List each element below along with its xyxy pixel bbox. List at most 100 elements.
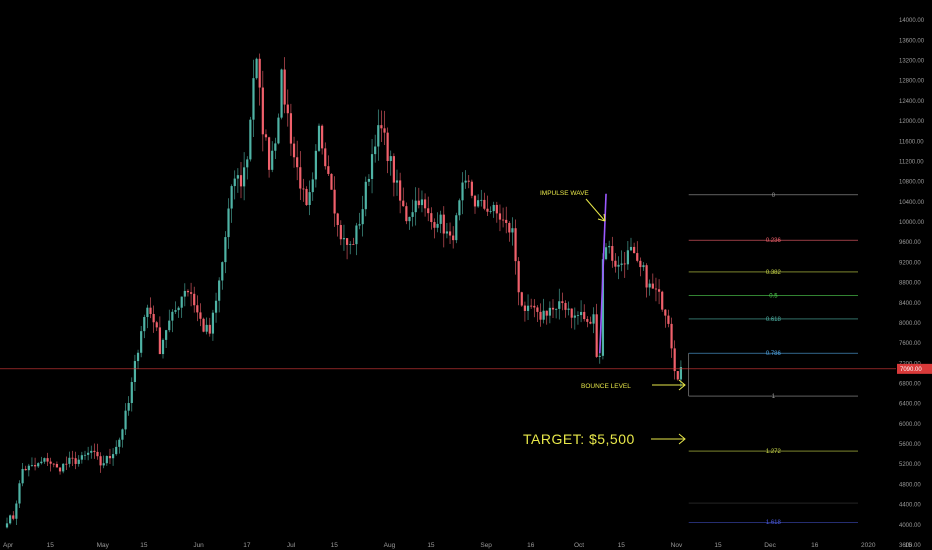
candle-body (598, 355, 601, 357)
candle-body (49, 461, 52, 464)
candle-body (501, 219, 505, 221)
candle-body (483, 199, 486, 209)
candle-body (33, 465, 37, 467)
candle-body (458, 200, 461, 216)
candle-body (115, 446, 118, 455)
candle-body (277, 117, 280, 144)
candle-body (377, 125, 380, 147)
candle-body (46, 458, 49, 462)
candle-body (302, 188, 305, 190)
candle-body (345, 238, 349, 245)
fib-level-label: 0.618 (766, 317, 782, 323)
candle-body (495, 204, 498, 214)
candle-body (143, 317, 146, 332)
candle-body (558, 301, 561, 309)
y-tick-label: 13600.00 (899, 38, 925, 44)
candle-body (218, 280, 221, 301)
candle-body (168, 320, 171, 331)
candle-body (492, 204, 495, 212)
candle-body (583, 311, 586, 320)
candle-body (358, 224, 361, 226)
candle-body (542, 310, 545, 320)
candle-body (667, 315, 670, 324)
candle-body (448, 231, 452, 236)
candle-body (433, 222, 436, 228)
candle-body (673, 348, 676, 372)
candle-body (62, 463, 65, 472)
annotations: IMPULSE WAVE BOUNCE LEVEL TARGET: $5,500 (523, 190, 686, 447)
candle-body (136, 352, 140, 362)
candle-body (321, 125, 324, 149)
candle-body (586, 319, 589, 322)
candle-body (467, 180, 470, 182)
candle-body (171, 311, 174, 321)
candle-body (239, 175, 243, 187)
x-tick-label: Jun (193, 542, 204, 549)
candle-body (202, 318, 205, 332)
y-tick-label: 8000.00 (899, 321, 921, 327)
candle-body (498, 213, 502, 220)
candle-body (464, 180, 467, 183)
candle-body (227, 208, 230, 238)
candle-body (205, 324, 208, 332)
candle-body (236, 175, 239, 179)
candle-body (620, 263, 623, 265)
fib-level-label: 0.786 (766, 351, 782, 357)
y-tick-label: 9200.00 (899, 260, 921, 266)
candle-body (470, 181, 473, 196)
candle-body (264, 134, 268, 138)
candle-body (386, 132, 389, 162)
y-tick-label: 4800.00 (899, 482, 921, 488)
candle-body (80, 455, 83, 460)
candle-body (283, 69, 286, 105)
candle-body (24, 468, 27, 471)
candle-body (18, 483, 21, 504)
candle-body (645, 265, 648, 288)
candle-body (664, 309, 667, 316)
bounce-level-label: BOUNCE LEVEL (581, 383, 631, 390)
candle-body (676, 371, 679, 380)
candle-body (193, 293, 196, 306)
candle-body (233, 178, 236, 187)
candle-body (505, 219, 508, 223)
y-tick-label: 12000.00 (899, 119, 925, 125)
candle-body (196, 305, 199, 313)
candle-body (208, 324, 211, 334)
y-tick-label: 11200.00 (899, 159, 924, 165)
candle-body (308, 192, 311, 205)
candle-body (292, 143, 296, 158)
candle-body (15, 503, 18, 519)
candle-body (286, 104, 289, 114)
candle-body (551, 307, 555, 310)
y-tick-label: 6000.00 (899, 422, 921, 428)
candle-body (243, 167, 246, 187)
candle-body (9, 515, 12, 524)
candle-body (149, 307, 152, 314)
fib-level-label: 0.382 (766, 270, 782, 276)
candle-body (105, 456, 108, 464)
candle-body (442, 214, 445, 234)
current-price-tag: 7090.00 (897, 363, 932, 374)
candle-body (21, 468, 24, 484)
candle-body (274, 143, 277, 151)
candle-body (477, 200, 480, 207)
candle-body (12, 515, 15, 519)
candle-body (327, 166, 330, 174)
candle-body (392, 156, 395, 183)
candle-body (87, 452, 90, 455)
candle-body (314, 150, 317, 180)
x-tick-label: Dec (764, 542, 776, 549)
candle-body (30, 465, 34, 466)
x-tick-label: 16 (527, 542, 535, 549)
candle-body (480, 199, 483, 201)
candle-body (402, 200, 405, 207)
y-tick-label: 3600.00 (899, 543, 921, 549)
target-arrow-icon (651, 433, 686, 445)
candle-body (589, 321, 592, 324)
candle-body (43, 458, 46, 462)
candle-body (186, 290, 190, 293)
candle-body (65, 463, 68, 465)
candle-body (296, 157, 299, 168)
candle-body (249, 119, 252, 160)
